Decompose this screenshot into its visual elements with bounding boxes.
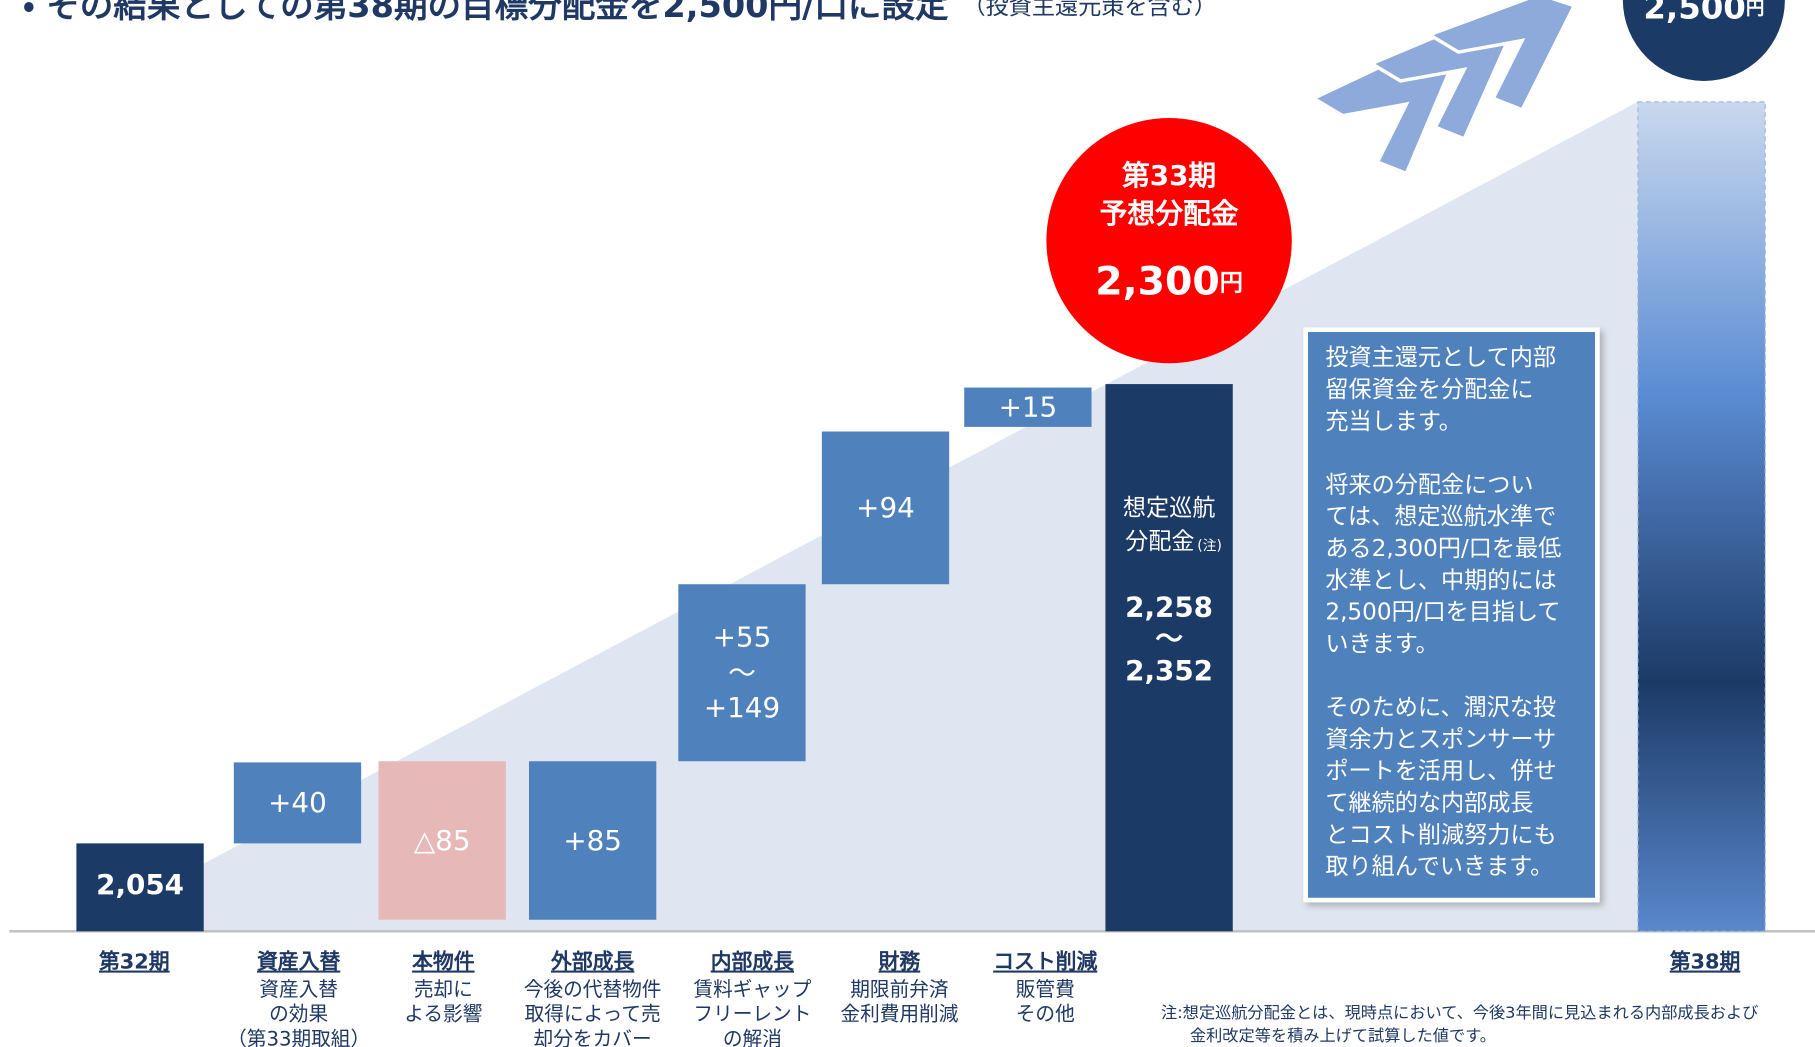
block-label: 分配金 [1125,529,1194,555]
title-note: （投資主還元策を含む） [962,0,1216,19]
note-mark: (注) [1197,538,1222,554]
block-label: 2,054 [96,868,184,901]
value: 2,500 [1643,0,1745,26]
x-label-title: 資産入替 [257,950,340,974]
x-label-line: の効果 [269,1003,328,1026]
note-line: そのために、潤沢な投 [1325,695,1556,721]
note-line: 投資主還元として内部 [1325,345,1556,371]
note-line: いきます。 [1325,631,1438,657]
note-line: 留保資金を分配金に [1325,377,1533,403]
x-label-line: 販管費 [1016,978,1075,1001]
block-label: 2,258 [1125,591,1213,624]
block-label: 2,352 [1125,654,1213,687]
x-label-line: 金利費用削減 [840,1003,958,1026]
note-line: ポートを活用し、併せ [1325,759,1556,785]
chevrons [1314,0,1574,174]
note-line: 取り組んでいきます。 [1325,854,1553,880]
block-label: +94 [856,491,915,524]
x-label-line: その他 [1016,1003,1075,1026]
x-label-line: 期限前弁済 [850,978,949,1001]
x-label-line: の解消 [723,1028,782,1047]
block-label: +15 [999,390,1058,423]
note-line: 資余力とスポンサーサ [1325,727,1556,753]
x-label-line: 資産入替 [259,978,338,1001]
x-label-title: 外部成長 [550,950,634,974]
block-label: +85 [563,824,622,857]
block-label: 〜 [1155,622,1183,655]
footnote: 注:想定巡航分配金とは、現時点において、今後3年間に見込まれる内部成長および [1161,1003,1758,1022]
note-line: ある2,300円/口を最低 [1325,536,1561,562]
block-label: +55 [713,621,772,654]
x-label-title: 第32期 [99,950,170,974]
x-label-title: 第38期 [1670,950,1741,974]
footnote: 金利改定等を積み上げて試算した値です。 [1190,1026,1496,1045]
block-label: △85 [414,824,471,857]
x-label-title: コスト削減 [993,950,1097,974]
x-label-line: 今後の代替物件 [524,978,662,1001]
note-line: て継続的な内部成長 [1325,791,1533,817]
note-line: 充当します。 [1325,409,1461,435]
value: 2,300 [1095,258,1219,304]
x-label-line: （第33期取組） [227,1028,370,1047]
title: ・ その結果としての第38期の目標分配金を2,500円/口に設定（投資主還元策を… [23,0,1217,24]
label: 第33期 [1122,159,1216,192]
page: { "header": {"title": "その結果としての第38期の目標分配… [0,0,1815,1047]
title-main: その結果としての第38期の目標分配金を2,500円/口に設定 [46,0,949,24]
x-label-title: 内部成長 [711,950,794,974]
x-label-line: よる影響 [404,1003,482,1026]
x-label-line: フリーレント [693,1003,811,1026]
x-label-line: 売却に [414,978,473,1001]
slide: ・ その結果としての第38期の目標分配金を2,500円/口に設定（投資主還元策を… [0,0,1815,1047]
forecast-badge [1046,118,1291,363]
x-label-title: 財務 [879,950,922,974]
x-label-title: 本物件 [411,950,475,974]
unit: 円 [1746,0,1765,19]
unit: 円 [1220,270,1243,296]
block-label: 想定巡航 [1123,496,1216,522]
block-label: 〜 [728,656,756,689]
label: 予想分配金 [1100,197,1239,230]
note-line: 将来の分配金につい [1325,472,1533,498]
note-line: とコスト削減努力にも [1325,822,1556,848]
x-label-line: 賃料ギャップ [693,978,811,1001]
note-line: 水準とし、中期的には [1325,568,1556,594]
bar-38 [1638,102,1765,932]
note-line: ては、想定巡航水準で [1325,504,1556,530]
note-line: 2,500円/口を目指して [1325,600,1560,626]
x-label-line: 取得によって売 [525,1003,661,1026]
block-label: +149 [704,691,780,724]
x-label-line: 却分をカバー [534,1028,652,1047]
block-label: +40 [268,786,327,819]
